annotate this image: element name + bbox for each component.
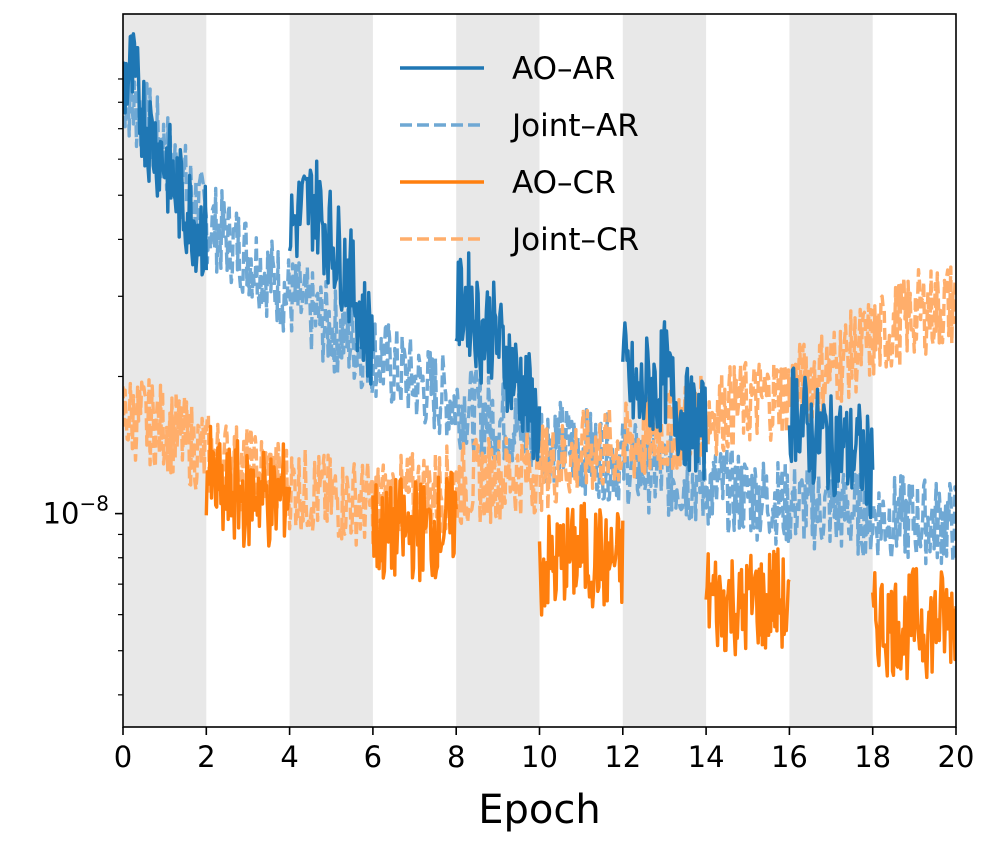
x-tick-label: 12 xyxy=(604,740,641,774)
ao-crseries-line xyxy=(871,566,956,681)
ao-crseries-line xyxy=(704,547,791,657)
series-layer xyxy=(123,32,956,681)
x-axis-ticks: 0 2 4 6 8 10 12 14 16 18 20 xyxy=(114,727,975,774)
x-tick-label: 10 xyxy=(521,740,558,774)
ao-arseries-line xyxy=(123,32,208,277)
ao-crseries-line xyxy=(537,501,625,617)
y-major-tick-label: 10−8 xyxy=(43,492,109,531)
legend-label: Joint–AR xyxy=(510,108,639,144)
legend-label: AO–CR xyxy=(512,165,616,201)
x-tick-label: 14 xyxy=(688,740,725,774)
x-tick-label: 2 xyxy=(197,740,215,774)
x-tick-label: 6 xyxy=(364,740,382,774)
ao-arseries-line xyxy=(287,159,375,386)
x-tick-label: 18 xyxy=(854,740,891,774)
x-tick-label: 8 xyxy=(447,740,465,774)
epoch-band xyxy=(123,14,207,727)
ao-crseries-line xyxy=(204,424,292,548)
ao-arseries-line xyxy=(621,320,708,481)
x-tick-label: 0 xyxy=(114,740,132,774)
ao-crseries-line xyxy=(371,470,458,583)
x-tick-label: 4 xyxy=(280,740,298,774)
ao-arseries-line xyxy=(454,251,542,462)
y-major-tick-base: 10 xyxy=(43,497,80,531)
joint-arseries-line xyxy=(123,66,956,566)
legend-label: AO–AR xyxy=(512,51,615,87)
y-axis-ticks xyxy=(115,78,123,696)
legend: AO–AR Joint–AR AO–CR Joint–CR xyxy=(400,51,639,258)
x-axis-label: Epoch xyxy=(478,787,600,833)
x-tick-label: 16 xyxy=(771,740,808,774)
legend-label: Joint–CR xyxy=(510,222,639,258)
epoch-band xyxy=(289,14,373,727)
ao-arseries-line xyxy=(787,366,875,520)
y-major-tick-exponent: −8 xyxy=(80,492,109,516)
x-tick-label: 20 xyxy=(938,740,975,774)
